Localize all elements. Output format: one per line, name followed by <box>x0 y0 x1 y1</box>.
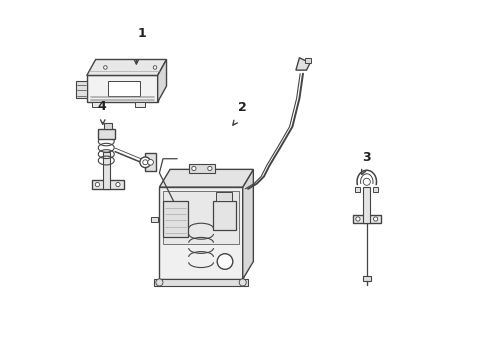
Circle shape <box>355 217 359 221</box>
Polygon shape <box>305 58 310 63</box>
Text: 2: 2 <box>238 102 246 114</box>
Polygon shape <box>108 81 140 96</box>
Polygon shape <box>92 102 102 107</box>
Circle shape <box>156 279 163 286</box>
Polygon shape <box>362 276 370 281</box>
Circle shape <box>103 66 107 69</box>
Polygon shape <box>372 187 377 192</box>
Circle shape <box>217 254 232 269</box>
Polygon shape <box>159 187 242 279</box>
Circle shape <box>239 279 246 286</box>
Polygon shape <box>159 169 253 187</box>
Polygon shape <box>104 123 111 129</box>
Polygon shape <box>242 169 253 279</box>
Polygon shape <box>76 81 86 99</box>
Polygon shape <box>150 217 157 222</box>
Circle shape <box>95 183 100 187</box>
Circle shape <box>142 160 147 165</box>
Polygon shape <box>157 59 166 102</box>
Polygon shape <box>163 201 187 237</box>
Polygon shape <box>154 279 247 285</box>
Polygon shape <box>363 187 369 222</box>
Polygon shape <box>352 215 380 222</box>
Polygon shape <box>212 201 235 230</box>
Polygon shape <box>134 102 145 107</box>
Circle shape <box>116 183 120 187</box>
Polygon shape <box>86 76 157 102</box>
Circle shape <box>207 166 211 171</box>
Polygon shape <box>163 191 239 244</box>
Text: 3: 3 <box>362 151 370 164</box>
Circle shape <box>191 166 196 171</box>
Polygon shape <box>86 59 166 76</box>
Circle shape <box>373 217 377 221</box>
Polygon shape <box>216 192 232 201</box>
Circle shape <box>363 178 369 185</box>
Polygon shape <box>102 152 110 189</box>
Polygon shape <box>188 164 215 173</box>
Circle shape <box>153 66 157 69</box>
Circle shape <box>147 159 153 165</box>
Polygon shape <box>355 187 360 192</box>
Polygon shape <box>145 153 156 171</box>
Circle shape <box>140 157 150 168</box>
Text: 4: 4 <box>98 100 106 113</box>
Polygon shape <box>295 58 309 70</box>
Polygon shape <box>92 180 124 189</box>
Polygon shape <box>98 129 115 139</box>
Text: 1: 1 <box>137 27 146 40</box>
